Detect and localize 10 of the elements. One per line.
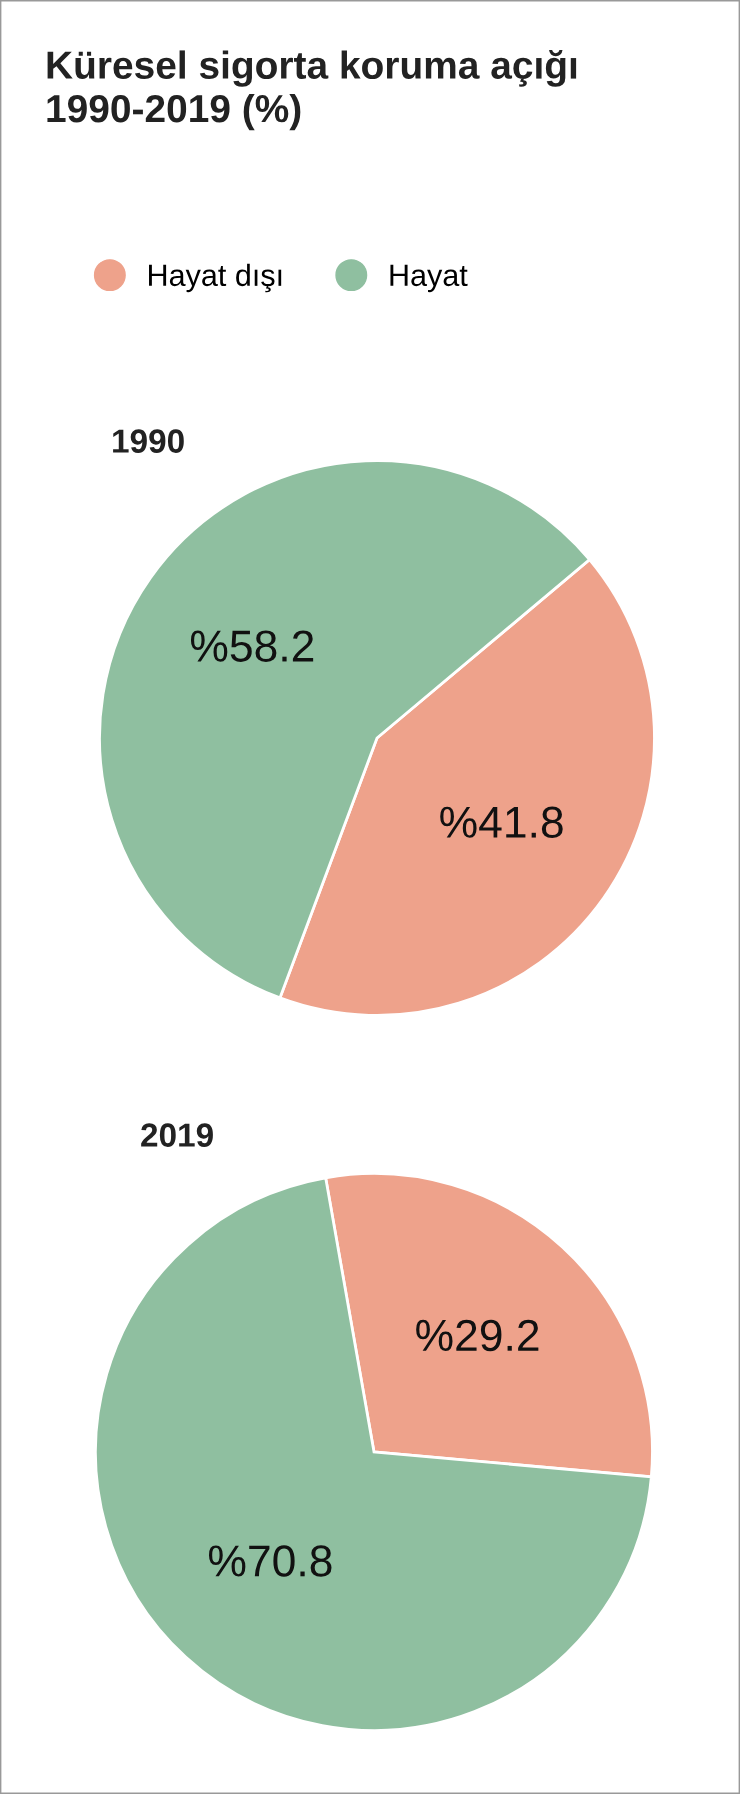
data-label: %58.2: [190, 630, 314, 662]
data-label: %29.2: [416, 1319, 539, 1352]
legend-label: Hayat dışı: [149, 263, 282, 293]
pie-slice: [94, 1176, 653, 1732]
text: 1990: [113, 429, 184, 453]
chart-title: Küresel sigorta koruma açığı 1990-2019 (%): [47, 50, 577, 131]
data-label: %41.8: [440, 806, 563, 838]
data-label: %70.8: [209, 1545, 332, 1577]
chart-subtitle: 2019: [141, 1123, 213, 1147]
legend-label: Hayat: [390, 264, 468, 293]
